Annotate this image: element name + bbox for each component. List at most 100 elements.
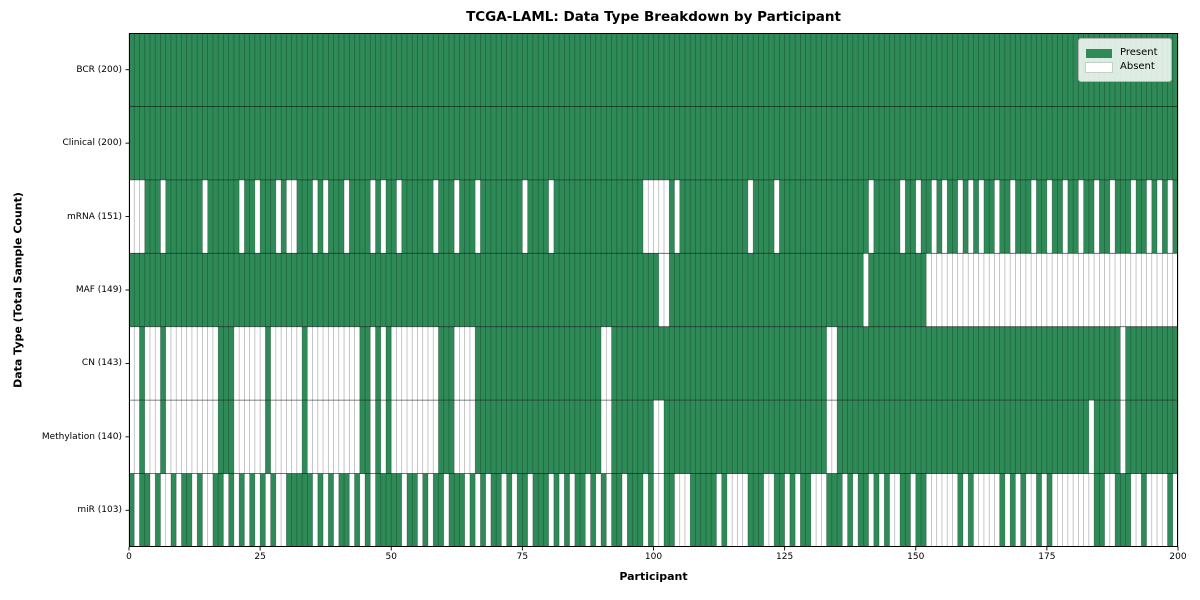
row-present-bar: [129, 106, 1178, 180]
absent-block: [475, 179, 481, 254]
absent-block: [275, 179, 282, 254]
absent-block: [275, 473, 287, 547]
absent-block: [134, 473, 140, 547]
absent-block: [973, 473, 1000, 547]
heatmap-row-Clinical: [129, 106, 1178, 180]
absent-block: [527, 473, 533, 547]
x-axis-label: Participant: [619, 570, 688, 583]
heatmap-row-miR: [129, 473, 1178, 547]
absent-block: [1046, 179, 1053, 254]
absent-block: [1109, 179, 1116, 254]
absent-block: [270, 326, 303, 401]
y-tick-label-MAF: MAF (149): [75, 285, 122, 295]
chart-title: TCGA-LAML: Data Type Breakdown by Partic…: [466, 9, 841, 25]
absent-block: [548, 179, 554, 254]
absent-block: [653, 473, 664, 547]
absent-block: [202, 473, 213, 547]
present-swatch: [1086, 48, 1112, 58]
absent-block: [370, 400, 376, 474]
absent-block: [160, 473, 171, 547]
x-tick-label: 0: [126, 552, 132, 562]
absent-block: [868, 179, 874, 254]
absent-block: [307, 326, 360, 401]
absent-block: [522, 179, 528, 254]
absent-block: [344, 179, 350, 254]
absent-block: [643, 179, 670, 254]
absent-block: [595, 473, 602, 547]
absent-block: [852, 473, 859, 547]
absent-block: [585, 473, 591, 547]
absent-block: [165, 326, 219, 401]
absent-block: [454, 326, 476, 401]
y-tick-label-mRNA: mRNA (151): [67, 211, 122, 222]
y-tick-label-miR: miR (103): [77, 505, 122, 516]
absent-block: [674, 179, 680, 254]
absent-block: [312, 473, 318, 547]
legend-entry-absent: Absent: [1085, 61, 1163, 73]
absent-block: [464, 473, 470, 547]
absent-block: [349, 473, 355, 547]
absent-block: [1104, 473, 1116, 547]
absent-block: [978, 179, 984, 254]
absent-block: [370, 473, 376, 547]
absent-block: [511, 473, 518, 547]
absent-block: [900, 179, 906, 254]
heatmap-row-MAF: [129, 253, 1178, 327]
absent-block: [391, 400, 439, 474]
absent-block: [569, 473, 575, 547]
absent-block: [233, 326, 266, 401]
absent-block: [879, 473, 885, 547]
x-tick-label: 25: [254, 552, 266, 562]
heatmap-row-mRNA: [129, 179, 1178, 254]
legend-label-absent: Absent: [1120, 61, 1155, 72]
absent-block: [1130, 179, 1137, 254]
heatmap-plot: [125, 33, 1179, 551]
absent-block: [962, 473, 969, 547]
row-present-bar: [129, 33, 1178, 107]
y-tick-label-Methylation: Methylation (140): [41, 431, 122, 442]
absent-block: [370, 326, 376, 401]
absent-block: [1078, 179, 1084, 254]
absent-block: [265, 473, 271, 547]
x-tick-label: 125: [776, 552, 794, 562]
absent-block: [774, 179, 780, 254]
absent-block: [826, 326, 838, 401]
absent-block: [144, 326, 161, 401]
absent-block: [396, 179, 402, 254]
absent-block: [370, 179, 376, 254]
absent-block: [233, 400, 266, 474]
heatmap-row-CN: [129, 326, 1178, 401]
absent-block: [323, 179, 329, 254]
absent-block: [270, 400, 303, 474]
absent-block: [658, 253, 670, 327]
absent-block: [968, 179, 974, 254]
absent-block: [1146, 179, 1152, 254]
absent-block: [307, 400, 360, 474]
absent-block: [1130, 473, 1142, 547]
absent-block: [548, 473, 554, 547]
absent-block: [1088, 400, 1095, 474]
absent-block: [144, 400, 161, 474]
absent-block: [1062, 179, 1068, 254]
absent-block: [380, 179, 387, 254]
absent-block: [810, 473, 827, 547]
absent-block: [1146, 473, 1168, 547]
absent-block: [359, 473, 366, 547]
absent-block: [454, 179, 460, 254]
absent-block: [868, 473, 874, 547]
row-separators: [129, 106, 1178, 474]
x-tick-label: 200: [1169, 552, 1187, 562]
absent-block: [176, 473, 182, 547]
absent-block: [1120, 400, 1126, 474]
absent-block: [129, 179, 145, 254]
absent-block: [485, 473, 491, 547]
absent-block: [1172, 473, 1178, 547]
absent-block: [1015, 473, 1021, 547]
absent-block: [1167, 179, 1173, 254]
absent-block: [1052, 473, 1095, 547]
absent-block: [941, 179, 948, 254]
absent-block: [286, 179, 297, 254]
absent-block: [129, 400, 140, 474]
absent-swatch: [1085, 61, 1113, 73]
absent-block: [202, 179, 208, 254]
